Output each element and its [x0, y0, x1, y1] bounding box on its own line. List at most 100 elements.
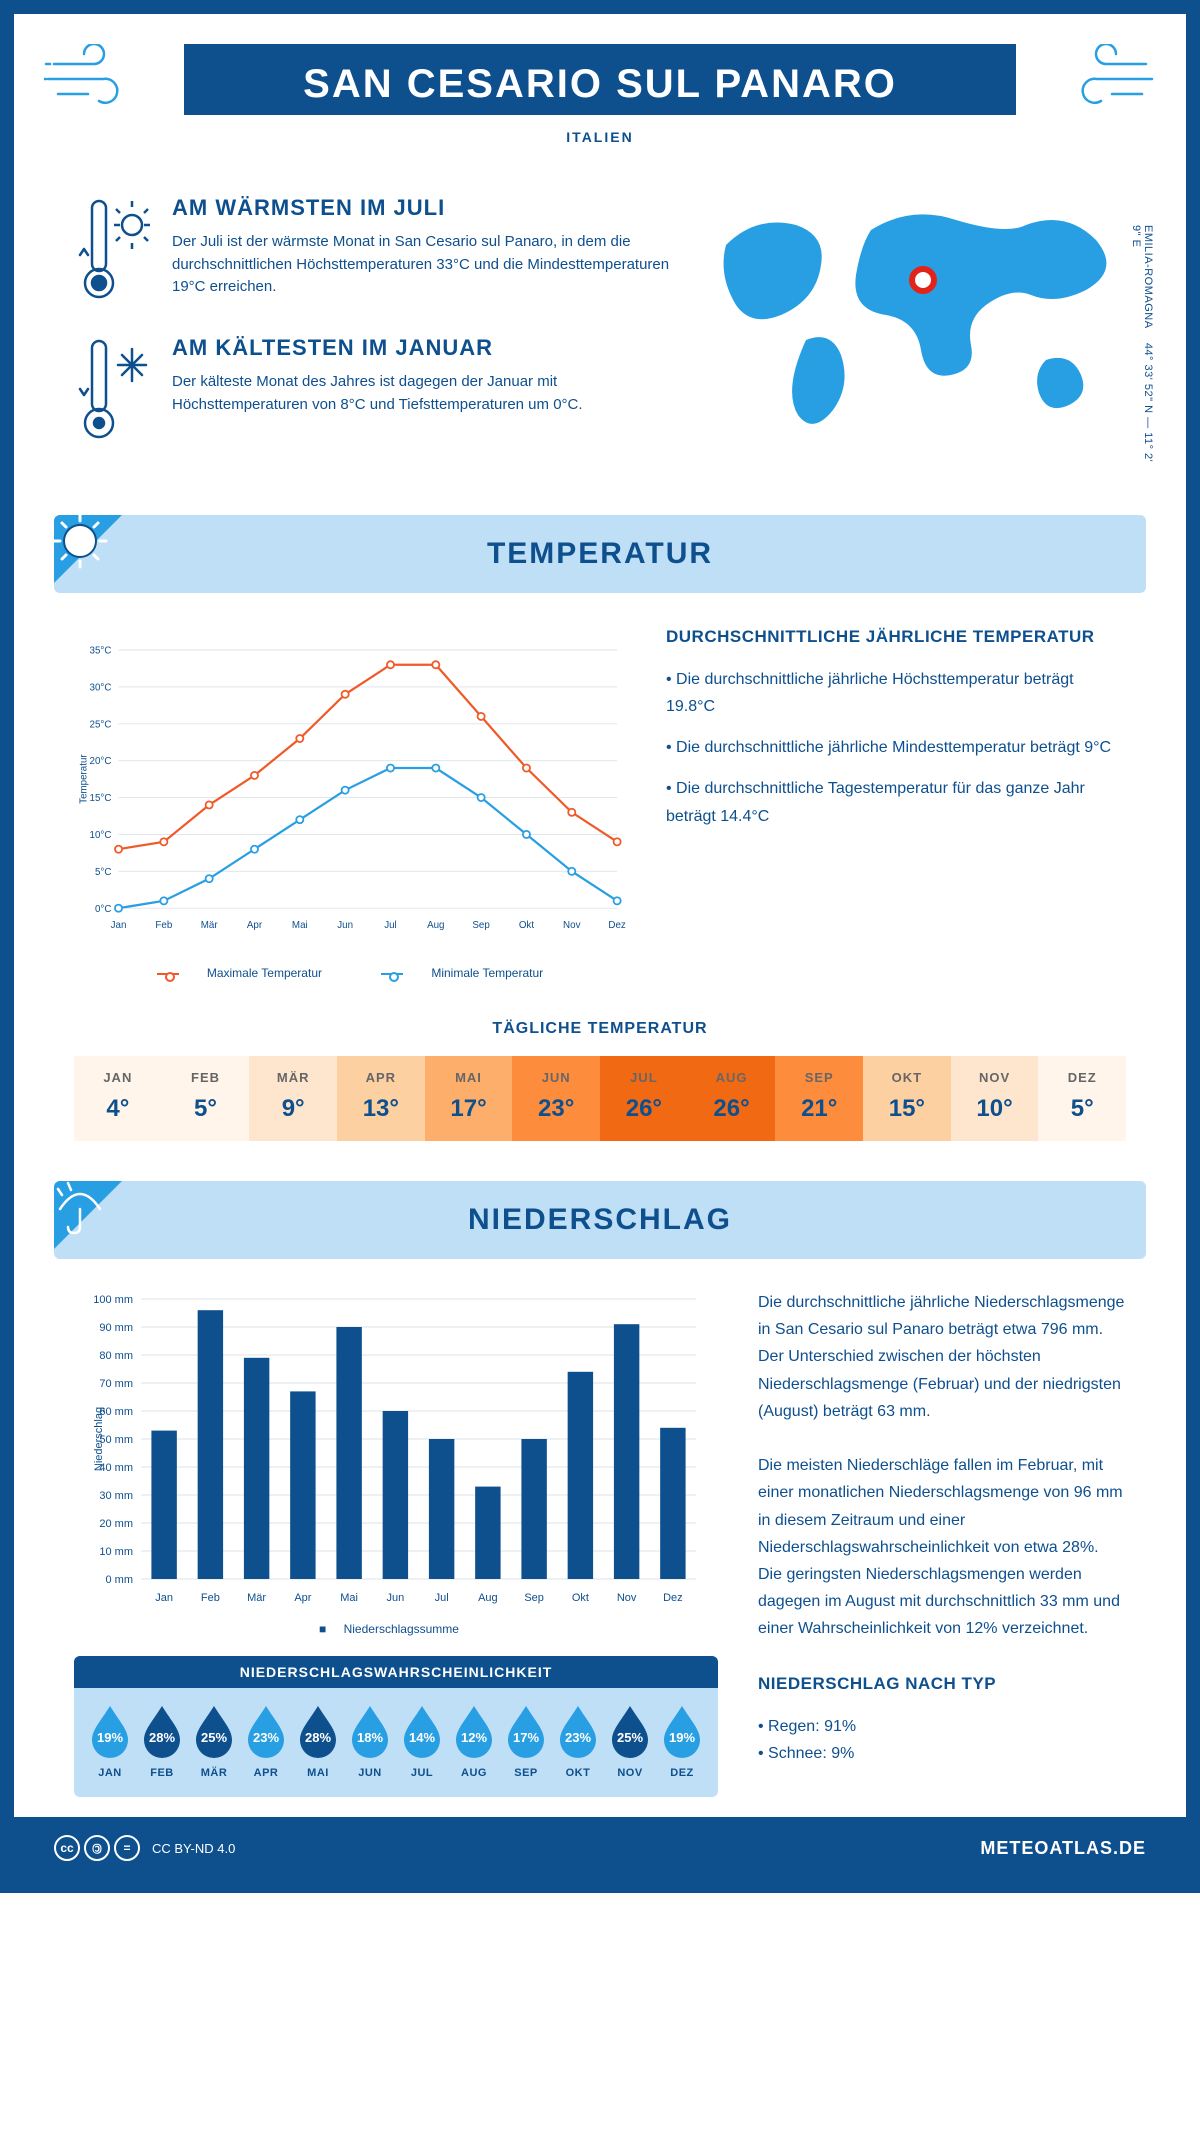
- svg-text:0°C: 0°C: [95, 904, 111, 915]
- daily-cell: MAI17°: [425, 1056, 513, 1141]
- svg-text:20 mm: 20 mm: [99, 1518, 133, 1530]
- coordinates: EMILIA-ROMAGNA 44° 33' 52" N — 11° 2' 9"…: [1130, 225, 1154, 475]
- daily-cell: AUG26°: [688, 1056, 776, 1141]
- precip-bar-chart: 0 mm10 mm20 mm30 mm40 mm50 mm60 mm70 mm8…: [74, 1289, 718, 1609]
- svg-text:Mai: Mai: [340, 1592, 358, 1604]
- svg-text:18%: 18%: [357, 1730, 383, 1745]
- precip-type-bullet: • Regen: 91%: [758, 1713, 1126, 1740]
- svg-text:Mai: Mai: [292, 920, 308, 931]
- svg-text:Jul: Jul: [435, 1592, 449, 1604]
- daily-cell: NOV10°: [951, 1056, 1039, 1141]
- svg-text:5°C: 5°C: [95, 867, 111, 878]
- precip-prob-drop: 25%NOV: [604, 1702, 656, 1779]
- precip-prob-drop: 28%FEB: [136, 1702, 188, 1779]
- svg-text:20°C: 20°C: [90, 756, 112, 767]
- daily-cell: JUL26°: [600, 1056, 688, 1141]
- svg-text:90 mm: 90 mm: [99, 1322, 133, 1334]
- svg-text:Okt: Okt: [519, 920, 534, 931]
- fact-text: Der Juli ist der wärmste Monat in San Ce…: [172, 231, 676, 299]
- temperature-text: DURCHSCHNITTLICHE JÄHRLICHE TEMPERATUR •…: [666, 623, 1126, 980]
- temperature-chart-col: 0°C5°C10°C15°C20°C25°C30°C35°CJanFebMärA…: [74, 623, 626, 980]
- svg-text:Sep: Sep: [524, 1592, 544, 1604]
- svg-text:Jan: Jan: [111, 920, 127, 931]
- svg-text:30°C: 30°C: [90, 682, 112, 693]
- precip-body: 0 mm10 mm20 mm30 mm40 mm50 mm60 mm70 mm8…: [14, 1259, 1186, 1817]
- temperature-legend: Maximale Temperatur Minimale Temperatur: [74, 966, 626, 980]
- footer-brand: METEOATLAS.DE: [980, 1838, 1146, 1859]
- fact-warmest: AM WÄRMSTEN IM JULI Der Juli ist der wär…: [74, 195, 676, 305]
- precip-prob-drop: 25%MÄR: [188, 1702, 240, 1779]
- world-map-box: EMILIA-ROMAGNA 44° 33' 52" N — 11° 2' 9"…: [706, 195, 1126, 475]
- section-title: TEMPERATUR: [54, 537, 1146, 571]
- svg-text:Apr: Apr: [294, 1592, 311, 1604]
- footer: cc🄯= CC BY-ND 4.0 METEOATLAS.DE: [14, 1817, 1186, 1879]
- svg-text:Okt: Okt: [572, 1592, 589, 1604]
- footer-license: cc🄯= CC BY-ND 4.0: [54, 1835, 235, 1861]
- svg-text:Aug: Aug: [478, 1592, 498, 1604]
- svg-text:25°C: 25°C: [90, 719, 112, 730]
- svg-text:Jun: Jun: [337, 920, 353, 931]
- svg-text:12%: 12%: [461, 1730, 487, 1745]
- svg-text:Nov: Nov: [563, 920, 581, 931]
- svg-text:25%: 25%: [617, 1730, 643, 1745]
- svg-text:19%: 19%: [97, 1730, 123, 1745]
- daily-temp-row: JAN4°FEB5°MÄR9°APR13°MAI17°JUN23°JUL26°A…: [74, 1056, 1126, 1141]
- precip-prob-drop: 14%JUL: [396, 1702, 448, 1779]
- svg-text:10 mm: 10 mm: [99, 1546, 133, 1558]
- svg-text:15°C: 15°C: [90, 793, 112, 804]
- daily-cell: JAN4°: [74, 1056, 162, 1141]
- precip-prob-drop: 12%AUG: [448, 1702, 500, 1779]
- precip-prob-drop: 19%DEZ: [656, 1702, 708, 1779]
- svg-text:100 mm: 100 mm: [93, 1294, 133, 1306]
- daily-cell: APR13°: [337, 1056, 425, 1141]
- temperature-body: 0°C5°C10°C15°C20°C25°C30°C35°CJanFebMärA…: [14, 593, 1186, 990]
- temp-text-heading: DURCHSCHNITTLICHE JÄHRLICHE TEMPERATUR: [666, 623, 1126, 652]
- section-header-temperature: TEMPERATUR: [54, 515, 1146, 593]
- daily-cell: JUN23°: [512, 1056, 600, 1141]
- country-label: ITALIEN: [74, 129, 1126, 145]
- svg-text:Dez: Dez: [663, 1592, 683, 1604]
- precip-prob-drop: 23%OKT: [552, 1702, 604, 1779]
- precip-prob-drop: 18%JUN: [344, 1702, 396, 1779]
- precip-legend: ■ Niederschlagssumme: [74, 1622, 718, 1636]
- daily-cell: SEP21°: [775, 1056, 863, 1141]
- svg-text:14%: 14%: [409, 1730, 435, 1745]
- svg-text:28%: 28%: [149, 1730, 175, 1745]
- svg-text:Feb: Feb: [155, 920, 172, 931]
- daily-cell: DEZ5°: [1038, 1056, 1126, 1141]
- svg-text:80 mm: 80 mm: [99, 1350, 133, 1362]
- svg-text:Nov: Nov: [617, 1592, 637, 1604]
- precip-chart-col: 0 mm10 mm20 mm30 mm40 mm50 mm60 mm70 mm8…: [74, 1289, 718, 1797]
- svg-text:Jul: Jul: [384, 920, 397, 931]
- fact-coldest: AM KÄLTESTEN IM JANUAR Der kälteste Mona…: [74, 335, 676, 445]
- thermometer-sun-icon: [74, 195, 154, 305]
- precip-prob-drop: 28%MAI: [292, 1702, 344, 1779]
- temp-bullet: • Die durchschnittliche jährliche Höchst…: [666, 666, 1126, 720]
- svg-text:19%: 19%: [669, 1730, 695, 1745]
- temperature-line-chart: 0°C5°C10°C15°C20°C25°C30°C35°CJanFebMärA…: [74, 623, 626, 953]
- fact-text: Der kälteste Monat des Jahres ist dagege…: [172, 371, 676, 416]
- header: SAN CESARIO SUL PANARO ITALIEN: [14, 14, 1186, 175]
- svg-text:Apr: Apr: [247, 920, 263, 931]
- page-title: SAN CESARIO SUL PANARO: [184, 62, 1016, 107]
- svg-text:25%: 25%: [201, 1730, 227, 1745]
- page: SAN CESARIO SUL PANARO ITALIEN: [0, 0, 1200, 1893]
- svg-text:Aug: Aug: [427, 920, 444, 931]
- precip-prob-drop: 19%JAN: [84, 1702, 136, 1779]
- intro-facts: AM WÄRMSTEN IM JULI Der Juli ist der wär…: [74, 195, 676, 475]
- daily-temp-title: TÄGLICHE TEMPERATUR: [14, 1020, 1186, 1038]
- svg-text:Mär: Mär: [247, 1592, 266, 1604]
- svg-text:Feb: Feb: [201, 1592, 220, 1604]
- svg-text:35°C: 35°C: [90, 646, 112, 657]
- fact-title: AM WÄRMSTEN IM JULI: [172, 195, 676, 221]
- title-band: SAN CESARIO SUL PANARO: [184, 44, 1016, 115]
- svg-text:23%: 23%: [253, 1730, 279, 1745]
- svg-text:17%: 17%: [513, 1730, 539, 1745]
- section-title: NIEDERSCHLAG: [54, 1203, 1146, 1237]
- prob-title: NIEDERSCHLAGSWAHRSCHEINLICHKEIT: [74, 1656, 718, 1688]
- intro: AM WÄRMSTEN IM JULI Der Juli ist der wär…: [14, 175, 1186, 515]
- svg-text:10°C: 10°C: [90, 830, 112, 841]
- svg-text:70 mm: 70 mm: [99, 1378, 133, 1390]
- precip-p2: Die meisten Niederschläge fallen im Febr…: [758, 1452, 1126, 1642]
- daily-cell: FEB5°: [162, 1056, 250, 1141]
